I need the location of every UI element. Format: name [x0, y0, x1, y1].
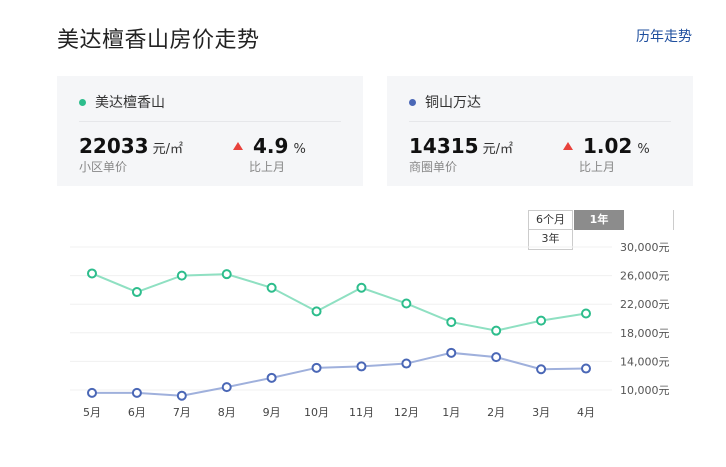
series-line — [92, 351, 587, 397]
data-point — [581, 363, 591, 374]
data-point — [581, 308, 591, 319]
price-value: 22033 — [79, 134, 149, 158]
page-title: 美达檀香山房价走势 — [57, 28, 260, 53]
y-tick-label: 10,000元 — [620, 384, 670, 397]
x-tick-label: 7月 — [173, 406, 191, 419]
data-point — [491, 352, 502, 363]
time-range-selector: 6个月 1年 3年 — [528, 210, 674, 250]
change-value: 1.02 — [583, 134, 633, 158]
data-point — [491, 325, 502, 336]
price-unit: 元/㎡ — [482, 142, 513, 157]
data-point — [131, 287, 142, 298]
data-point — [221, 382, 232, 393]
month-change: 4.9% — [233, 134, 306, 158]
data-point — [536, 315, 547, 326]
range-3-years-button[interactable]: 3年 — [528, 230, 573, 250]
data-point — [401, 298, 412, 309]
range-1-year-button[interactable]: 1年 — [574, 210, 624, 230]
price-value: 14315 — [409, 134, 479, 158]
range-6-months-button[interactable]: 6个月 — [528, 210, 573, 230]
x-tick-label: 8月 — [218, 406, 236, 419]
data-point — [176, 390, 187, 401]
y-tick-label: 22,000元 — [620, 298, 670, 311]
community-price-card: 美达檀香山 22033 元/㎡ 小区单价 4.9% 比上月 — [57, 76, 363, 186]
change-label: 比上月 — [579, 160, 616, 174]
series-dot-icon — [79, 98, 86, 106]
x-tick-label: 4月 — [577, 406, 595, 419]
month-change: 1.02% — [563, 134, 650, 158]
history-trend-link[interactable]: 历年走势 — [636, 29, 692, 45]
district-price-card: 铜山万达 14315 元/㎡ 商圈单价 1.02% 比上月 — [387, 76, 693, 186]
data-point — [446, 347, 457, 358]
x-tick-label: 9月 — [263, 406, 281, 419]
data-point — [176, 270, 187, 281]
price-label: 商圈单价 — [409, 160, 458, 174]
data-point — [221, 269, 232, 280]
change-unit: % — [637, 142, 650, 157]
district-price: 14315 元/㎡ — [409, 134, 513, 158]
series-line — [91, 272, 587, 332]
community-price: 22033 元/㎡ — [79, 134, 183, 158]
data-point — [131, 387, 142, 398]
y-tick-label: 30,000元 — [620, 241, 670, 254]
data-point — [536, 364, 547, 375]
x-tick-label: 11月 — [349, 406, 374, 419]
y-tick-label: 14,000元 — [620, 355, 670, 368]
change-unit: % — [293, 142, 306, 157]
card-header: 美达檀香山 — [79, 92, 165, 112]
y-tick-label: 18,000元 — [620, 327, 670, 340]
x-tick-label: 5月 — [83, 406, 101, 419]
card-divider — [409, 121, 671, 122]
data-point — [87, 387, 97, 398]
change-label: 比上月 — [249, 160, 286, 174]
data-point — [311, 306, 322, 317]
x-tick-label: 3月 — [532, 406, 550, 419]
data-point — [87, 268, 97, 279]
x-tick-label: 1月 — [442, 406, 460, 419]
data-point — [311, 362, 322, 373]
series-dot-icon — [409, 98, 416, 106]
card-header: 铜山万达 — [409, 92, 481, 112]
data-point — [356, 361, 367, 372]
up-arrow-icon — [563, 142, 573, 150]
x-tick-label: 10月 — [304, 406, 329, 419]
price-unit: 元/㎡ — [152, 142, 183, 157]
data-point — [401, 358, 412, 369]
data-point — [356, 282, 367, 293]
community-name: 美达檀香山 — [95, 95, 165, 111]
data-point — [266, 282, 277, 293]
x-tick-label: 2月 — [487, 406, 505, 419]
district-name: 铜山万达 — [425, 95, 481, 111]
card-divider — [79, 121, 341, 122]
y-tick-label: 26,000元 — [620, 270, 670, 283]
x-tick-label: 12月 — [394, 406, 419, 419]
x-tick-label: 6月 — [128, 406, 146, 419]
change-value: 4.9 — [253, 134, 289, 158]
data-point — [446, 317, 457, 328]
price-label: 小区单价 — [79, 160, 128, 174]
up-arrow-icon — [233, 142, 243, 150]
data-point — [266, 372, 277, 383]
